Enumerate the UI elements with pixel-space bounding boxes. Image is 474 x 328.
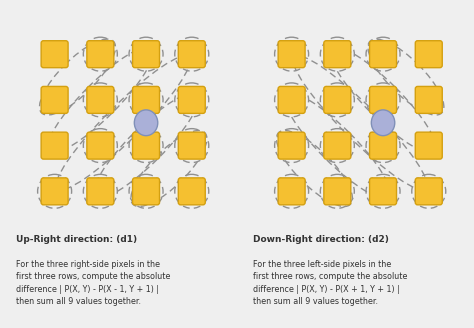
FancyBboxPatch shape (133, 178, 160, 205)
FancyBboxPatch shape (178, 132, 205, 159)
FancyBboxPatch shape (278, 132, 305, 159)
FancyBboxPatch shape (278, 178, 305, 205)
FancyBboxPatch shape (370, 87, 397, 113)
FancyBboxPatch shape (87, 41, 114, 68)
Ellipse shape (371, 110, 395, 136)
FancyBboxPatch shape (415, 41, 442, 68)
FancyBboxPatch shape (370, 41, 397, 68)
FancyBboxPatch shape (415, 132, 442, 159)
FancyBboxPatch shape (370, 132, 397, 159)
Ellipse shape (134, 110, 158, 136)
FancyBboxPatch shape (415, 87, 442, 113)
FancyBboxPatch shape (41, 41, 68, 68)
FancyBboxPatch shape (133, 87, 160, 113)
FancyBboxPatch shape (278, 87, 305, 113)
Text: For the three left-side pixels in the
first three rows, compute the absolute
dif: For the three left-side pixels in the fi… (253, 259, 407, 306)
FancyBboxPatch shape (324, 41, 351, 68)
FancyBboxPatch shape (324, 132, 351, 159)
Text: Up-Right direction: (d1): Up-Right direction: (d1) (16, 235, 137, 244)
FancyBboxPatch shape (133, 132, 160, 159)
FancyBboxPatch shape (415, 178, 442, 205)
FancyBboxPatch shape (178, 178, 205, 205)
FancyBboxPatch shape (87, 178, 114, 205)
FancyBboxPatch shape (278, 41, 305, 68)
FancyBboxPatch shape (87, 132, 114, 159)
FancyBboxPatch shape (370, 178, 397, 205)
FancyBboxPatch shape (41, 132, 68, 159)
FancyBboxPatch shape (87, 87, 114, 113)
Text: Down-Right direction: (d2): Down-Right direction: (d2) (253, 235, 389, 244)
FancyBboxPatch shape (178, 87, 205, 113)
FancyBboxPatch shape (324, 178, 351, 205)
FancyBboxPatch shape (133, 41, 160, 68)
FancyBboxPatch shape (324, 87, 351, 113)
FancyBboxPatch shape (41, 87, 68, 113)
FancyBboxPatch shape (178, 41, 205, 68)
Text: For the three right-side pixels in the
first three rows, compute the absolute
di: For the three right-side pixels in the f… (16, 259, 170, 306)
FancyBboxPatch shape (41, 178, 68, 205)
